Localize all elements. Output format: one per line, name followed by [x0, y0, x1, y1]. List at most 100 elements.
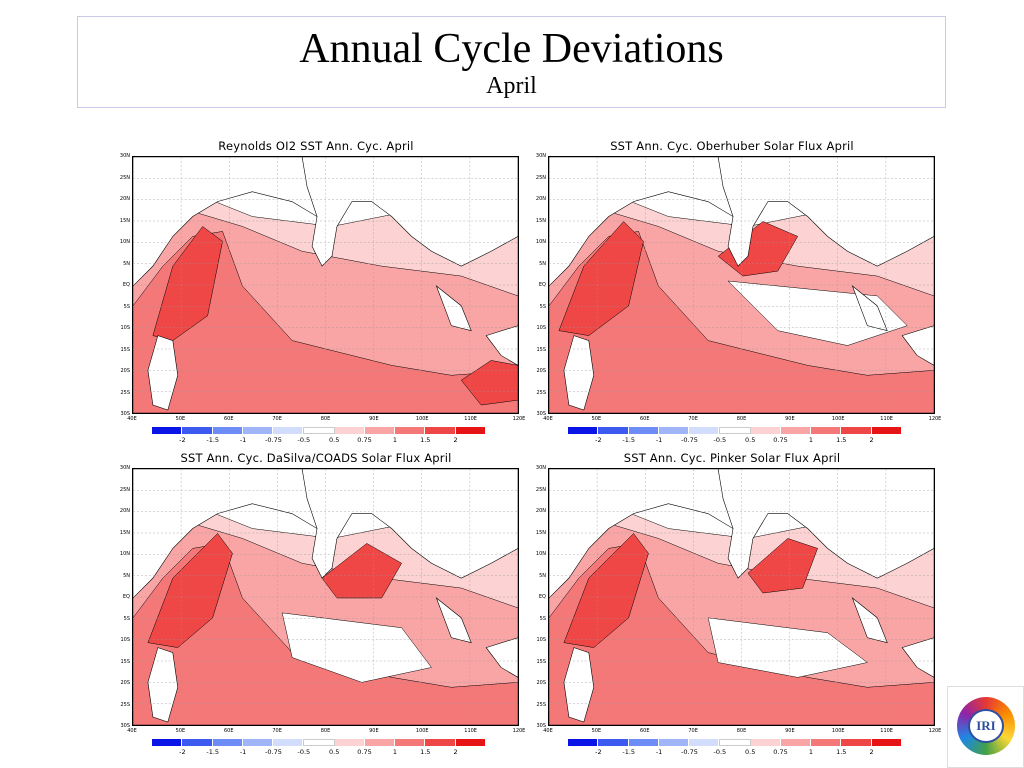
colorbar-swatch [689, 427, 720, 434]
colorbar-label: -2 [595, 436, 602, 444]
lat-tick-label: 25S [536, 389, 546, 396]
lon-tick-label: 110E [464, 416, 477, 422]
lon-tick-label: 40E [127, 416, 137, 422]
colorbar-label: -0.5 [297, 436, 311, 444]
lon-tick-label: 80E [736, 728, 747, 734]
anomaly-contour-fill [281, 612, 432, 683]
logo-disc: IRI [968, 709, 1004, 743]
colorbar-label: -0.75 [681, 436, 698, 444]
lat-tick-label: 30N [119, 153, 130, 159]
colorbar-label: -2 [595, 748, 602, 756]
lat-tick-label: 25S [120, 389, 130, 396]
lat-tick-label: 30S [536, 723, 546, 729]
lat-tick-label: EQ [122, 594, 130, 600]
colorbar-swatch [425, 427, 456, 434]
lat-tick-label: 15S [536, 658, 546, 665]
colorbar-label: -1.5 [622, 748, 636, 756]
colorbar-swatch [242, 739, 274, 746]
lat-tick-label: 15S [120, 346, 130, 353]
anomaly-map [133, 469, 518, 725]
lat-tick-label: EQ [122, 282, 130, 288]
colorbar-swatches [568, 739, 902, 746]
map-panel-pinker: SST Ann. Cyc. Pinker Solar Flux April 30… [528, 448, 941, 760]
map-frame [548, 156, 935, 414]
lat-tick-label: 10N [119, 239, 130, 245]
anomaly-contour-fill [558, 221, 644, 336]
colorbar-label: -1.5 [206, 748, 220, 756]
colorbar-labels: -2 -1.5 -1 -0.75 -0.5 0.5 0.75 1 1.5 2 [152, 436, 486, 445]
lon-tick-label: 50E [175, 728, 186, 734]
colorbar-label: 2 [453, 748, 458, 756]
lat-tick-label: 25N [535, 486, 546, 493]
colorbar-label: 1.5 [836, 436, 847, 444]
colorbar-label: 0.5 [329, 436, 340, 444]
colorbar-swatch [455, 739, 486, 746]
colorbar-label: -1 [239, 436, 247, 444]
colorbar-swatch [841, 427, 872, 434]
colorbar-label: -0.5 [713, 748, 727, 756]
lat-tick-label: 25S [536, 701, 546, 708]
lon-tick-label: 100E [831, 728, 845, 734]
map-panel-oberhuber: SST Ann. Cyc. Oberhuber Solar Flux April… [528, 136, 941, 448]
lon-tick-label: 90E [369, 416, 379, 422]
land-mass [147, 647, 179, 723]
colorbar-label: 0.75 [773, 748, 788, 756]
lat-tick-label: EQ [538, 282, 546, 288]
land-mass [435, 285, 472, 332]
lon-tick-label: 90E [369, 728, 379, 734]
map-frame [548, 468, 935, 726]
lat-tick-label: 15N [119, 529, 130, 536]
lon-tick-label: 40E [127, 728, 137, 734]
lat-tick-label: 30N [535, 153, 546, 159]
lat-tick-label: 15S [536, 346, 546, 353]
colorbar-label: -1.5 [206, 436, 220, 444]
lat-tick-label: 20N [119, 508, 130, 514]
colorbar: -2 -1.5 -1 -0.75 -0.5 0.5 0.75 1 1.5 2 [568, 739, 902, 759]
colorbar-label: -1 [655, 748, 663, 756]
lon-tick-label: 60E [223, 728, 234, 734]
colorbar-label: 0.75 [773, 436, 788, 444]
colorbar-label: -0.75 [681, 748, 698, 756]
colorbar-label: 1 [808, 436, 813, 444]
colorbar-swatch [303, 739, 335, 746]
lat-tick-label: 20N [535, 196, 546, 202]
land-mass [851, 597, 888, 644]
lat-tick-label: 5S [123, 303, 130, 310]
colorbar-labels: -2 -1.5 -1 -0.75 -0.5 0.5 0.75 1 1.5 2 [568, 436, 902, 445]
lon-tick-label: 90E [785, 728, 795, 734]
lon-axis: 40E 50E 60E 70E 80E 90E 100E 110E 120E [542, 416, 942, 424]
lon-tick-label: 40E [543, 728, 553, 734]
lat-tick-label: EQ [538, 594, 546, 600]
panel-title: SST Ann. Cyc. DaSilva/COADS Solar Flux A… [180, 451, 452, 465]
colorbar-label: -0.5 [297, 748, 311, 756]
colorbar: -2 -1.5 -1 -0.75 -0.5 0.5 0.75 1 1.5 2 [152, 739, 486, 759]
colorbar-swatch [212, 427, 243, 434]
colorbar-swatch [811, 739, 842, 746]
colorbar-label: 1 [392, 436, 397, 444]
colorbar-swatch [598, 427, 629, 434]
colorbar-swatch [364, 739, 396, 746]
colorbar-label: -0.75 [265, 748, 282, 756]
panel-title: SST Ann. Cyc. Oberhuber Solar Flux April [610, 139, 854, 153]
land-mass [301, 469, 518, 579]
anomaly-map [549, 157, 934, 413]
colorbar-label: -0.5 [713, 436, 727, 444]
colorbar-label: -1 [655, 436, 663, 444]
colorbar-swatch [750, 739, 781, 746]
colorbar-swatch [658, 427, 690, 434]
page-title: Annual Cycle Deviations [299, 26, 724, 72]
lat-tick-label: 20N [119, 196, 130, 202]
lon-tick-label: 70E [272, 416, 282, 422]
anomaly-contour-fill [147, 533, 233, 648]
lat-tick-label: 5N [123, 572, 130, 579]
lon-tick-label: 80E [320, 416, 331, 422]
colorbar-swatch [598, 739, 629, 746]
colorbar-swatch [871, 739, 902, 746]
colorbar-label: -0.75 [265, 436, 282, 444]
colorbar-swatch [364, 427, 396, 434]
colorbar-swatch [628, 427, 659, 434]
lon-tick-label: 100E [831, 416, 845, 422]
colorbar-swatch [568, 739, 599, 746]
colorbar-swatch [811, 427, 842, 434]
lon-tick-label: 110E [464, 728, 477, 734]
